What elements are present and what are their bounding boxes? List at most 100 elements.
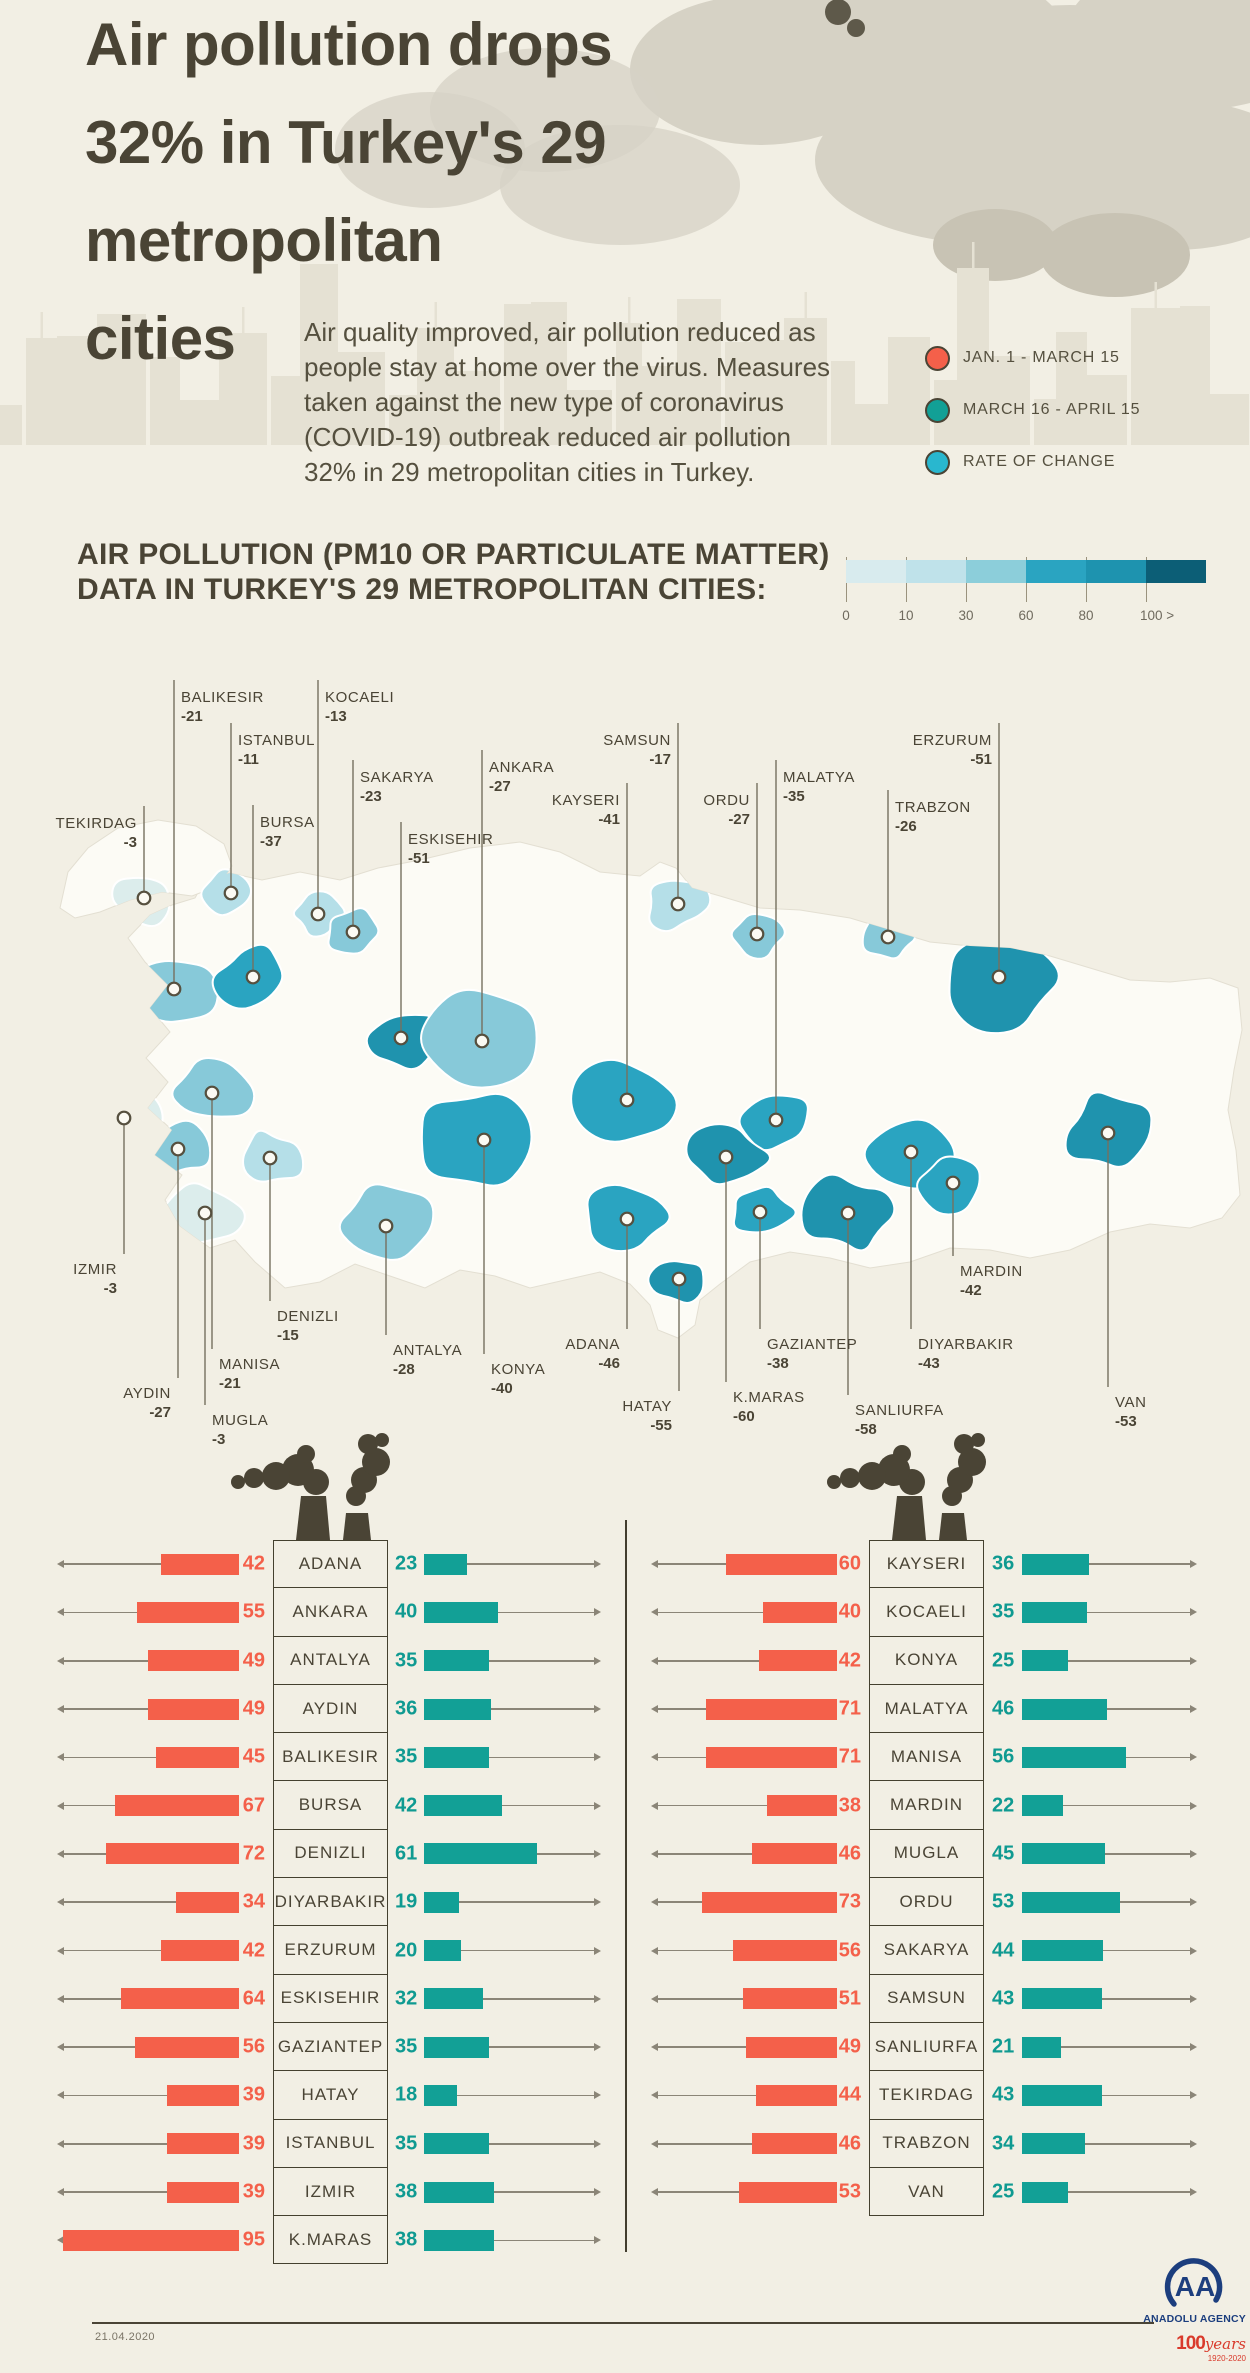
legend-item: MARCH 16 - APRIL 15 bbox=[925, 384, 1140, 436]
title-line: cities bbox=[85, 305, 236, 372]
apr-bar-zone: 23 bbox=[388, 1540, 626, 1588]
jan-bar bbox=[726, 1553, 837, 1575]
skyline-building bbox=[504, 304, 531, 445]
jan-bar bbox=[166, 2181, 239, 2203]
apr-value: 23 bbox=[395, 1552, 418, 1575]
skyline-antenna bbox=[1154, 282, 1157, 308]
apr-bar bbox=[1022, 2133, 1085, 2155]
jan-bar bbox=[755, 2084, 837, 2106]
city-marker-icon bbox=[840, 1205, 856, 1221]
jan-bar-zone: 46 bbox=[626, 1830, 869, 1878]
jan-bar bbox=[763, 1601, 837, 1623]
apr-bar-zone: 35 bbox=[388, 2023, 626, 2071]
jan-bar-zone: 45 bbox=[0, 1733, 273, 1781]
skyline-building bbox=[750, 340, 784, 445]
jan-bar bbox=[155, 1746, 239, 1768]
apr-value: 43 bbox=[992, 1987, 1015, 2010]
city-name-cell: TRABZON bbox=[869, 2119, 984, 2168]
city-marker-icon bbox=[670, 896, 686, 912]
color-scale-segments bbox=[846, 560, 1206, 583]
jan-bar-zone: 60 bbox=[626, 1540, 869, 1588]
left-arrow-line bbox=[57, 2140, 239, 2147]
table-row: 49 AYDIN 36 bbox=[0, 1684, 626, 1734]
map-city-rate: -27 bbox=[489, 778, 511, 795]
jan-value: 56 bbox=[242, 2035, 265, 2058]
city-name-cell: IZMIR bbox=[273, 2167, 388, 2217]
right-arrow-line bbox=[424, 2043, 601, 2051]
jan-value: 71 bbox=[838, 1745, 861, 1768]
city-name-cell: BURSA bbox=[273, 1781, 388, 1830]
page-title: Air pollution drops 32% in Turkey's 29 m… bbox=[85, 0, 613, 388]
map-city-rate: -46 bbox=[598, 1355, 620, 1372]
apr-bar bbox=[1022, 1746, 1126, 1768]
map-city-name: SAMSUN bbox=[603, 732, 671, 749]
skyline-building bbox=[454, 371, 500, 445]
left-arrow-line bbox=[57, 2092, 239, 2099]
map-city-rate: -60 bbox=[733, 1408, 755, 1425]
apr-value: 34 bbox=[992, 2132, 1015, 2155]
jan-bar bbox=[137, 1601, 239, 1623]
jan-bar-zone: 49 bbox=[626, 2023, 869, 2071]
anadolu-agency-logo: AA bbox=[1164, 2258, 1223, 2307]
map-city-name: ISTANBUL bbox=[238, 732, 315, 749]
skyline-building bbox=[180, 400, 219, 445]
city-name-cell: K.MARAS bbox=[273, 2216, 388, 2265]
apr-bar bbox=[424, 1698, 491, 1720]
skyline-building bbox=[0, 405, 22, 445]
map-city-rate: -53 bbox=[1115, 1413, 1137, 1430]
right-arrow-line bbox=[424, 1705, 601, 1713]
jan-bar-zone: 49 bbox=[0, 1637, 273, 1685]
publication-date: 21.04.2020 bbox=[95, 2331, 156, 2343]
apr-bar-zone: 56 bbox=[984, 1733, 1250, 1781]
table-row: 73 ORDU 53 bbox=[626, 1878, 1250, 1927]
city-marker-icon bbox=[476, 1132, 492, 1148]
jan-value: 46 bbox=[838, 2132, 861, 2155]
apr-value: 35 bbox=[395, 2132, 418, 2155]
table-row: 51 SAMSUN 43 bbox=[626, 1974, 1250, 2023]
right-arrow-line bbox=[424, 2236, 601, 2244]
intro-paragraph: Air quality improved, air pollution redu… bbox=[304, 315, 830, 490]
map-city-name: K.MARAS bbox=[733, 1389, 805, 1406]
table-row: 71 MALATYA 46 bbox=[626, 1684, 1250, 1734]
apr-value: 45 bbox=[992, 1842, 1015, 1865]
table-row: 95 K.MARAS 38 bbox=[0, 2216, 626, 2265]
pm10-table-left: 42 ADANA 23 55 ANKARA 40 49 ANTALYA 35 49 AYDIN 36 4… bbox=[0, 1540, 626, 2265]
skyline-building bbox=[957, 268, 989, 445]
skyline-building bbox=[1131, 308, 1180, 445]
apr-bar-zone: 19 bbox=[388, 1878, 626, 1926]
legend-item: RATE OF CHANGE bbox=[925, 436, 1140, 488]
centennial-number: 100 bbox=[1176, 2333, 1206, 2354]
city-name-cell: ADANA bbox=[273, 1540, 388, 1589]
scale-tick-label: 80 bbox=[1078, 608, 1094, 623]
section-heading: AIR POLLUTION (PM10 OR PARTICULATE MATTE… bbox=[77, 537, 830, 607]
jan-value: 39 bbox=[242, 2132, 265, 2155]
jan-bar bbox=[751, 2133, 837, 2155]
apr-bar bbox=[424, 2084, 458, 2106]
scale-segment bbox=[1026, 560, 1086, 583]
smoke-puff-icon bbox=[297, 1445, 315, 1463]
jan-value: 95 bbox=[242, 2228, 265, 2251]
centennial-word: years bbox=[1204, 2335, 1246, 2353]
apr-bar bbox=[1022, 1601, 1087, 1623]
apr-bar bbox=[424, 2036, 489, 2058]
map-city-name: DIYARBAKIR bbox=[918, 1336, 1014, 1353]
apr-bar bbox=[424, 1795, 502, 1817]
map-city-name: ESKISEHIR bbox=[408, 831, 493, 848]
jan-value: 44 bbox=[838, 2083, 861, 2106]
map-city-name: IZMIR bbox=[73, 1261, 117, 1278]
skyline-antenna bbox=[972, 242, 975, 268]
apr-bar bbox=[424, 1601, 498, 1623]
jan-value: 53 bbox=[838, 2180, 861, 2203]
skyline-building bbox=[531, 302, 567, 445]
jan-value: 64 bbox=[242, 1987, 265, 2010]
title-line: 32% in Turkey's 29 bbox=[85, 109, 607, 176]
map-city-name: MALATYA bbox=[783, 769, 855, 786]
header-decoration bbox=[0, 0, 1250, 445]
dark-smoke-puffs bbox=[825, 0, 865, 37]
left-arrow-line bbox=[57, 1753, 239, 1761]
map-city-rate: -13 bbox=[325, 708, 347, 725]
apr-bar bbox=[1022, 1650, 1069, 1672]
section-heading-line: AIR POLLUTION (PM10 OR PARTICULATE MATTE… bbox=[77, 538, 830, 571]
apr-bar bbox=[1022, 1988, 1102, 2010]
apr-bar-zone: 25 bbox=[984, 1637, 1250, 1685]
